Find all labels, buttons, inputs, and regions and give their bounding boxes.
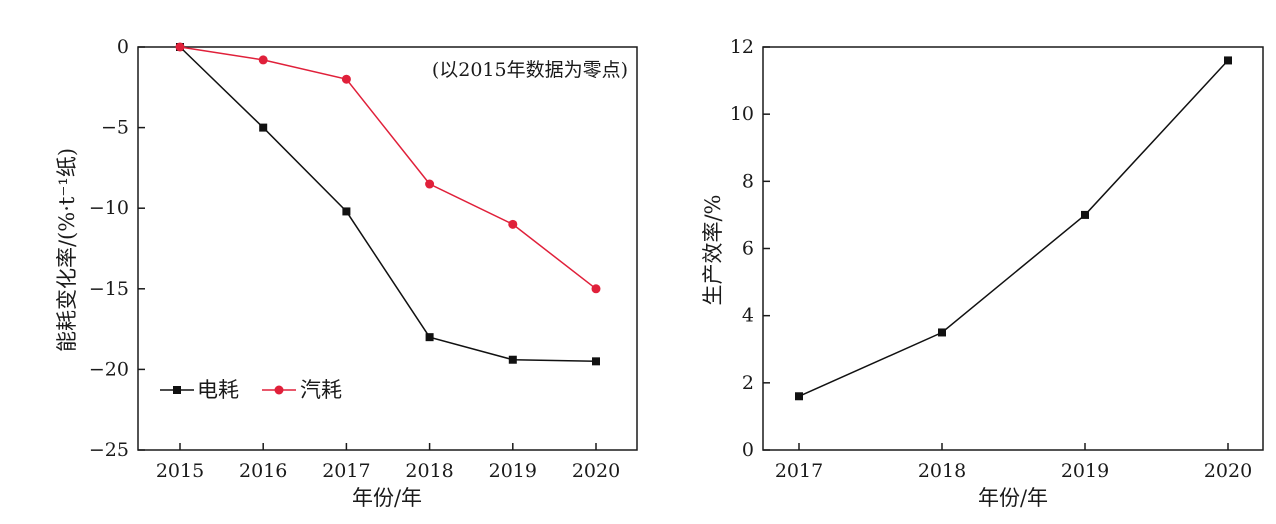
right-series-group xyxy=(795,56,1232,401)
right-x-tick-label: 2018 xyxy=(918,460,966,482)
left-series-1-line xyxy=(179,46,597,290)
left-series-0-point xyxy=(592,357,600,366)
left-series-1-point xyxy=(341,74,351,84)
left-x-tick-label: 2020 xyxy=(572,460,620,482)
left-x-axis-title: 年份/年 xyxy=(352,486,422,510)
left-y-tick-label: −20 xyxy=(89,358,129,380)
right-y-tick-label: 0 xyxy=(742,439,754,461)
energy-change-chart: 0 −5 −10 −15 −20 −25 2015 2016 2017 2018 2019 2020… xyxy=(55,36,638,510)
left-x-tick-label: 2018 xyxy=(405,460,453,482)
left-x-tick-label: 2015 xyxy=(156,460,204,482)
left-y-axis-title: 能耗变化率/(%·t⁻¹纸) xyxy=(55,148,79,352)
left-series-1-point xyxy=(508,219,518,229)
left-series-0-point xyxy=(259,123,268,132)
right-y-tick-label: 10 xyxy=(730,103,754,125)
left-series-group xyxy=(175,42,601,366)
left-plot-frame xyxy=(137,46,638,451)
left-y-tick-label: 0 xyxy=(117,36,129,58)
left-series-0-line xyxy=(179,46,597,363)
right-series-0-point xyxy=(938,328,946,337)
right-y-tick-label: 12 xyxy=(730,36,754,58)
right-plot-frame xyxy=(762,46,1264,451)
left-series-1-point xyxy=(175,42,185,52)
production-efficiency-chart: 0 2 4 6 8 10 12 2017 2018 2019 2020 年份/年 生产效率/% xyxy=(701,36,1264,510)
left-legend: 电耗 汽耗 xyxy=(160,378,342,402)
left-y-tick-label: −10 xyxy=(89,197,129,219)
left-y-tick-label: −15 xyxy=(89,278,129,300)
legend-label-series-0: 电耗 xyxy=(197,378,239,402)
left-series-0-point xyxy=(425,333,434,342)
left-x-tick-label: 2019 xyxy=(489,460,537,482)
left-series-1-point xyxy=(425,179,435,189)
left-series-0-point xyxy=(508,355,517,364)
left-y-ticks: 0 −5 −10 −15 −20 −25 xyxy=(89,36,145,461)
legend-marker-series-1 xyxy=(274,385,284,395)
left-note: (以2015年数据为零点) xyxy=(432,59,628,81)
left-y-tick-label: −25 xyxy=(89,439,129,461)
right-x-tick-label: 2020 xyxy=(1204,460,1252,482)
right-series-0-line xyxy=(798,59,1229,397)
right-y-tick-label: 4 xyxy=(742,305,754,327)
right-y-tick-label: 2 xyxy=(742,372,754,394)
right-x-axis-title: 年份/年 xyxy=(978,486,1048,510)
left-y-tick-label: −5 xyxy=(101,117,129,139)
right-series-0-point xyxy=(1081,210,1089,219)
right-x-ticks: 2017 2018 2019 2020 xyxy=(775,443,1252,482)
right-y-ticks: 0 2 4 6 8 10 12 xyxy=(730,36,770,461)
left-series-1-point xyxy=(591,284,601,294)
right-x-tick-label: 2017 xyxy=(775,460,823,482)
right-y-tick-label: 8 xyxy=(742,170,754,192)
right-y-tick-label: 6 xyxy=(742,238,754,260)
legend-label-series-1: 汽耗 xyxy=(300,378,342,402)
right-series-0-point xyxy=(795,392,803,401)
left-x-ticks: 2015 2016 2017 2018 2019 2020 xyxy=(156,443,620,482)
left-series-1-point xyxy=(258,55,268,65)
right-x-tick-label: 2019 xyxy=(1061,460,1109,482)
right-series-0-point xyxy=(1224,56,1232,65)
right-y-axis-title: 生产效率/% xyxy=(701,194,725,305)
left-x-tick-label: 2017 xyxy=(322,460,370,482)
left-series-0-point xyxy=(342,207,351,216)
legend-marker-series-0 xyxy=(173,386,181,394)
left-x-tick-label: 2016 xyxy=(239,460,287,482)
